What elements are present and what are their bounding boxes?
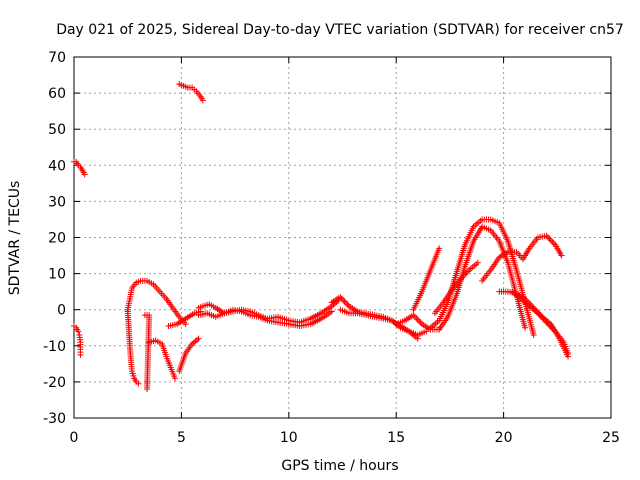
data-point: [414, 335, 421, 342]
series-arc-7: [165, 308, 204, 329]
data-point: [81, 171, 88, 178]
data-point: [75, 328, 82, 335]
y-axis-title: SDTVAR / TECUs: [7, 181, 23, 296]
data-point: [416, 318, 423, 325]
x-tick-label: 25: [602, 430, 620, 446]
y-tick-label: 20: [48, 231, 66, 247]
y-tick-label: -30: [43, 411, 66, 427]
series-arc-5: [124, 277, 189, 328]
data-point: [423, 328, 430, 335]
data-point: [565, 350, 572, 357]
data-point: [530, 331, 537, 338]
data-point: [436, 245, 443, 252]
y-tick-label: 60: [48, 86, 66, 102]
y-tick-label: 50: [48, 122, 66, 138]
series-arc-13: [337, 306, 421, 342]
y-tick-label: 30: [48, 194, 66, 210]
data-point: [474, 259, 481, 266]
series-arc-19: [479, 232, 565, 284]
x-axis: 0 5 10 15 20 25: [70, 57, 620, 446]
grid: [74, 57, 611, 418]
data-point: [544, 234, 551, 241]
data-point: [547, 237, 554, 244]
data-point: [341, 298, 348, 305]
data-point: [558, 252, 565, 259]
y-tick-label: 70: [48, 50, 66, 66]
data-point: [135, 380, 142, 387]
series-arc-20: [496, 288, 572, 360]
data-point: [414, 316, 421, 323]
x-tick-label: 20: [495, 430, 513, 446]
data-point: [171, 375, 178, 382]
data-point: [343, 300, 350, 307]
series-arc-21: [509, 288, 572, 357]
series-arc-2: [71, 322, 84, 358]
data-point: [144, 386, 151, 393]
x-tick-label: 0: [70, 430, 79, 446]
series-arc-8: [176, 335, 202, 375]
y-tick-label: -20: [43, 375, 66, 391]
data-points: [71, 81, 572, 393]
series-arc-17: [436, 223, 529, 333]
series-arc-9: [141, 312, 153, 393]
data-point: [77, 351, 84, 358]
series-arc-4: [124, 308, 142, 387]
series-arc-3: [176, 81, 206, 104]
x-axis-title: GPS time / hours: [281, 458, 398, 474]
data-point: [182, 321, 189, 328]
data-point: [328, 308, 335, 315]
y-tick-label: 10: [48, 267, 66, 283]
data-point: [199, 97, 206, 104]
data-point: [195, 335, 202, 342]
series-arc-6: [146, 337, 178, 382]
series-arc-1: [71, 158, 88, 178]
chart-title: Day 021 of 2025, Sidereal Day-to-day VTE…: [56, 22, 624, 38]
y-tick-label: 0: [57, 303, 66, 319]
y-axis: -30 -20 -10 0 10 20 30 40 50 60 70: [43, 50, 611, 427]
data-point: [549, 238, 556, 245]
series-arc-18: [431, 259, 481, 317]
series-arc-11: [195, 306, 335, 329]
y-tick-label: 40: [48, 158, 66, 174]
data-point: [522, 324, 529, 331]
x-tick-label: 10: [280, 430, 298, 446]
series-arc-15: [410, 245, 443, 313]
data-point: [411, 313, 418, 320]
x-tick-label: 15: [387, 430, 405, 446]
y-tick-label: -10: [43, 339, 66, 355]
x-tick-label: 5: [177, 430, 186, 446]
